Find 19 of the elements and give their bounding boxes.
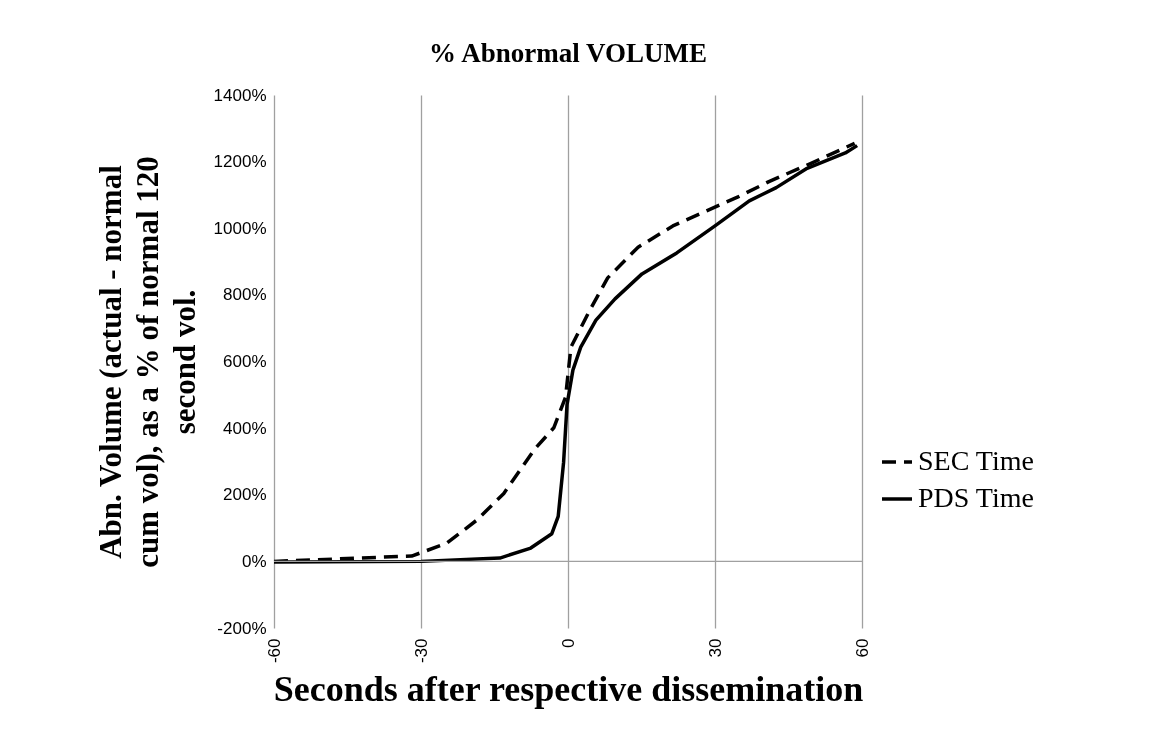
y-tick-label: 0% [241,551,267,571]
y-tick-label: 800% [223,285,267,305]
x-axis-title: Seconds after respective dissemination [273,669,864,710]
chart-title: % Abnormal VOLUME [429,38,707,68]
x-tick-label: 30 [705,638,725,658]
y-tick-label: -200% [217,618,267,638]
x-tick-label: 0 [558,638,578,648]
x-tick-label: 60 [852,638,872,658]
y-tick-label: 1200% [213,152,267,172]
y-tick-label: 1000% [213,218,267,238]
x-tick-label: -60 [264,638,284,664]
y-tick-label: 200% [223,485,267,505]
legend-label: SEC Time [918,445,1034,476]
x-tick-label: -30 [411,638,431,664]
y-tick-label: 400% [223,418,267,438]
y-tick-label: 1400% [213,85,267,105]
y-tick-label: 600% [223,352,267,371]
legend-label: PDS Time [918,482,1034,513]
y-axis-title: Abn. Volume (actual - normal cum vol), as a % of normal 120 second vol. [92,156,202,568]
